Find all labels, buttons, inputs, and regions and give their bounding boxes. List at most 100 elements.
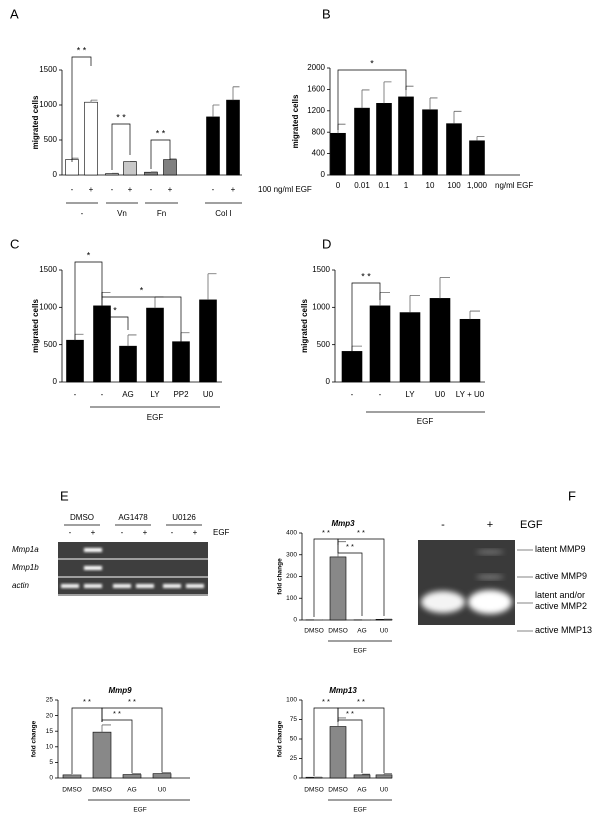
y-axis-label: migrated cells: [31, 299, 40, 353]
bar: [398, 96, 414, 176]
bar: [226, 99, 240, 176]
gel-band: [163, 584, 181, 588]
x-tick-label: -: [74, 390, 77, 399]
bar: [119, 345, 137, 383]
bar: [206, 116, 220, 176]
error-bar: [180, 332, 190, 342]
x-tick-label: 10: [426, 181, 435, 190]
error-bar: [131, 773, 141, 775]
significance-label: * *: [113, 709, 121, 718]
bar: [354, 107, 370, 176]
y-axis-label: fold change: [31, 720, 38, 757]
y-tick-label: 25: [46, 697, 54, 704]
error-bar: [361, 89, 370, 109]
significance-label: * *: [116, 112, 126, 122]
gel-band: [136, 584, 154, 588]
bar: [369, 305, 391, 383]
bar: [330, 132, 346, 176]
bar: [329, 556, 347, 621]
y-axis-label: migrated cells: [31, 95, 40, 149]
y-tick-label: 500: [317, 340, 331, 349]
significance-bracket: [337, 538, 385, 616]
band-label: latent and/or active MMP2: [535, 590, 588, 611]
x-tick-label: DMSO: [304, 628, 324, 635]
x-tick-label: 1,000: [467, 181, 488, 190]
bar: [152, 773, 172, 779]
error-bar: [101, 724, 111, 733]
significance-bracket: [337, 707, 385, 773]
y-tick-label: 0: [293, 617, 297, 624]
y-tick-label: 400: [312, 149, 326, 158]
significance-bracket: [351, 282, 381, 360]
bar: [122, 774, 142, 779]
significance-bracket: [150, 139, 171, 169]
treatment-label: U0126: [172, 513, 196, 522]
gel-band: [84, 584, 102, 588]
bar: [172, 341, 190, 383]
error-bar: [127, 334, 137, 347]
x-axis-label: EGF: [147, 413, 164, 422]
lane-label: -: [69, 528, 72, 537]
group-label: -: [81, 209, 84, 218]
y-tick-label: 100: [286, 595, 297, 602]
x-tick-label: AG: [357, 787, 366, 794]
lane-label: +: [91, 528, 96, 537]
y-tick-label: 1600: [307, 85, 325, 94]
gel-band: [421, 591, 465, 613]
lane-label: -: [121, 528, 124, 537]
bar: [123, 161, 137, 176]
error-bar: [453, 110, 462, 124]
row-label: Mmp1b: [12, 563, 39, 572]
treatment-label: AG1478: [118, 513, 148, 522]
x-tick-label: -: [379, 390, 382, 399]
gel-band: [476, 550, 504, 554]
significance-label: *: [370, 58, 374, 68]
error-bar: [429, 97, 438, 110]
significance-label: *: [140, 285, 144, 295]
x-tick-label: AG: [122, 390, 134, 399]
y-axis-label: migrated cells: [291, 94, 300, 148]
significance-label: * *: [77, 45, 87, 55]
lane-label: +: [487, 519, 493, 531]
x-axis-label: 100 ng/ml EGF: [258, 185, 312, 194]
panel-label: A: [10, 6, 19, 21]
significance-bracket: [74, 261, 103, 340]
x-tick-label: DMSO: [304, 787, 324, 794]
band-label: active MMP9: [535, 571, 588, 581]
gel-band: [61, 584, 79, 588]
y-tick-label: 1000: [312, 302, 330, 311]
error-bar: [161, 771, 171, 774]
x-tick-label: -: [212, 185, 215, 194]
panel-label: C: [10, 236, 19, 251]
row-label: Mmp1a: [12, 545, 39, 554]
bar: [399, 312, 421, 383]
bar: [422, 109, 438, 176]
bar: [353, 774, 371, 779]
significance-bracket: [337, 545, 363, 616]
x-axis-label: EGF: [353, 807, 366, 814]
y-tick-label: 50: [290, 736, 298, 743]
group-label: Col I: [215, 209, 231, 218]
x-axis-label: ng/ml EGF: [495, 181, 533, 190]
y-tick-label: 100: [286, 697, 297, 704]
y-tick-label: 15: [46, 728, 54, 735]
x-tick-label: -: [71, 185, 74, 194]
bar: [92, 731, 112, 779]
y-tick-label: 0: [53, 170, 58, 179]
y-tick-label: 400: [286, 530, 297, 537]
chart-title: Mmp13: [329, 686, 357, 695]
y-tick-label: 1200: [307, 106, 325, 115]
y-tick-label: 1500: [39, 265, 57, 274]
error-bar: [383, 773, 392, 775]
x-tick-label: DMSO: [328, 628, 348, 635]
x-tick-label: 0: [336, 181, 341, 190]
x-tick-label: LY + U0: [456, 390, 485, 399]
panel-label: F: [568, 488, 576, 503]
error-bar: [154, 296, 164, 309]
lane-label: +: [143, 528, 148, 537]
bar: [459, 318, 481, 383]
panel-label: E: [60, 488, 69, 503]
error-bar: [101, 292, 111, 306]
bar: [144, 171, 158, 176]
x-tick-label: +: [89, 185, 94, 194]
